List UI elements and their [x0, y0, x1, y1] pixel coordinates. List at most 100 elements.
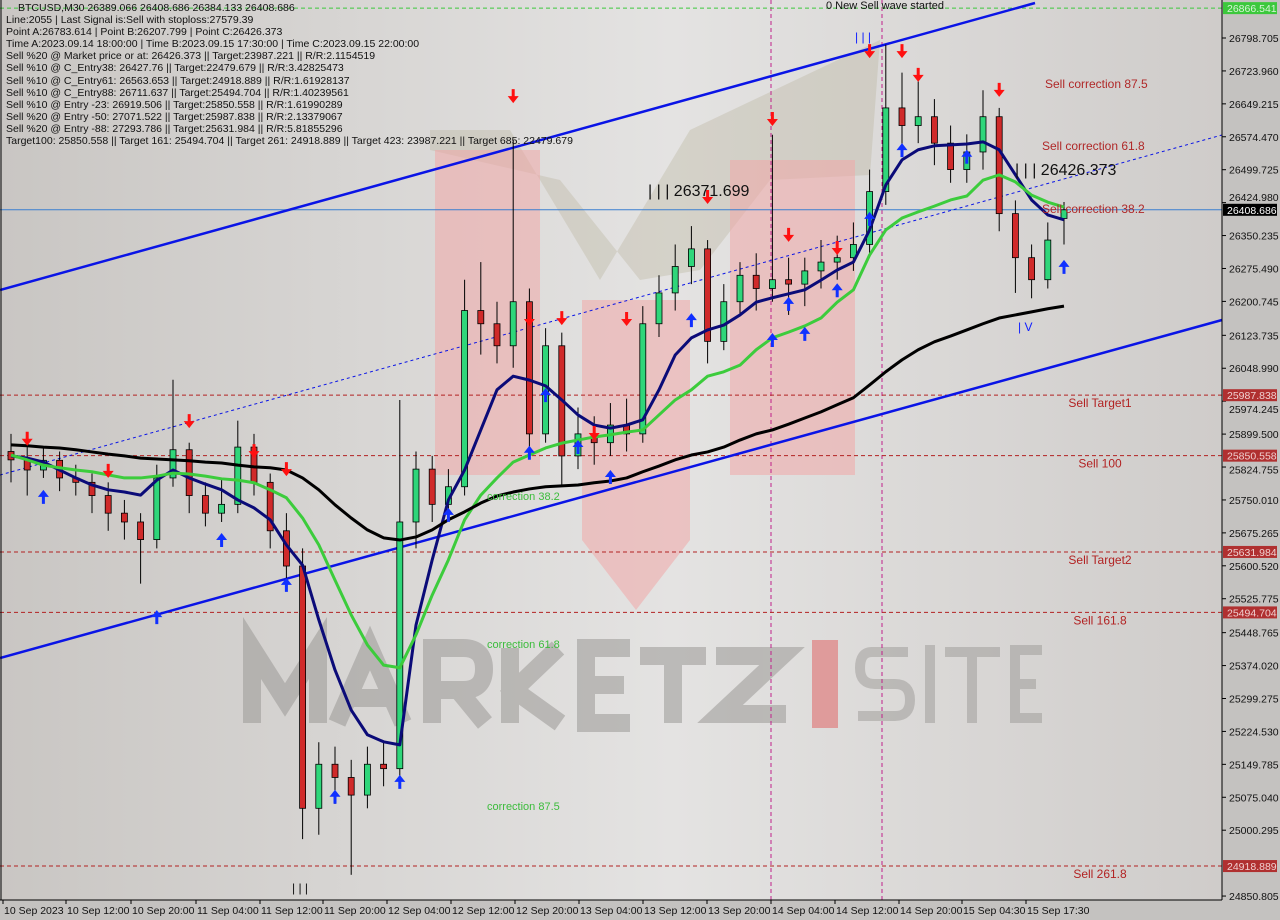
candle-body-bear — [995, 116, 1003, 215]
y-tick-label: 26424.980 — [1229, 192, 1279, 204]
x-tick-label: 15 Sep 04:30 — [963, 905, 1026, 917]
candle — [477, 262, 485, 355]
candle-body-bear — [88, 481, 96, 496]
sell-arrow-icon — [21, 431, 33, 446]
time-axis-background — [0, 900, 1222, 920]
candle-body-bear — [428, 468, 436, 505]
sell-arrow-icon — [896, 44, 908, 59]
candle-body-bear — [493, 323, 501, 347]
x-tick-label: 14 Sep 04:00 — [772, 905, 835, 917]
candle-body-bull — [720, 301, 728, 342]
candle-body-bull — [234, 446, 242, 505]
candle-body-bull — [639, 323, 647, 435]
candle — [266, 473, 274, 549]
y-tick-label: 26200.745 — [1229, 296, 1279, 308]
candle — [363, 746, 371, 809]
level-price-label: 25494.704 — [1227, 607, 1277, 619]
level-price-box — [1223, 606, 1277, 619]
channel-upper-line[interactable] — [0, 1, 1036, 292]
y-tick-label: 25899.500 — [1229, 429, 1279, 441]
y-tick-label: 25149.785 — [1229, 759, 1279, 771]
candle-body-bull — [655, 292, 663, 325]
x-tick-label: 15 Sep 17:30 — [1027, 905, 1090, 917]
candle — [801, 257, 809, 307]
candle-body-bear — [931, 116, 938, 144]
x-tick-label: 13 Sep 20:00 — [708, 905, 771, 917]
channel-lower-line[interactable] — [0, 318, 1223, 660]
candle-body-bull — [979, 116, 987, 153]
top-level-label: 26866.541 — [1227, 3, 1277, 15]
x-tick-label: 12 Sep 20:00 — [516, 905, 579, 917]
info-line: Sell %20 @ Entry -50: 27071.522 || Targe… — [6, 110, 343, 123]
price-axis[interactable]: 26798.705 26723.960 26649.215 26574.470 2649… — [1222, 2, 1279, 903]
y-tick-label: 26649.215 — [1229, 99, 1279, 111]
candle — [898, 72, 906, 152]
candle — [688, 226, 695, 285]
y-tick-label: 25600.520 — [1229, 561, 1279, 573]
candle-body-bear — [137, 521, 145, 540]
level-price-box — [1223, 449, 1277, 462]
x-tick-label: 11 Sep 04:00 — [197, 905, 259, 917]
candle-body-bull — [218, 503, 226, 514]
candle-body-bull — [914, 116, 922, 126]
watermark-logo — [243, 40, 1042, 732]
candle-body-bear — [121, 512, 128, 523]
candle-body-bull — [688, 248, 695, 267]
buy-arrow-icon — [37, 489, 49, 504]
correction-38-2: correction 38.2 — [487, 491, 560, 503]
sell-correction-38-2: Sell correction 38.2 — [1042, 202, 1145, 216]
correction-87-5: correction 87.5 — [487, 801, 560, 813]
top-wave-marks: | | | — [855, 30, 871, 44]
sell-arrow-icon — [912, 67, 924, 82]
y-tick-label: 25374.020 — [1229, 661, 1279, 673]
y-tick-label: 25000.295 — [1229, 825, 1279, 837]
sell-arrow-icon — [248, 444, 260, 459]
candle — [412, 451, 420, 549]
info-line: Point A:26783.614 | Point B:26207.799 | … — [6, 26, 283, 39]
candle-body-bull — [833, 257, 841, 263]
price-levels: Sell Target1 Sell 100 Sell Target2 Sell 161… — [0, 7, 1222, 881]
y-tick-label: 26723.960 — [1229, 66, 1279, 78]
candle — [979, 90, 987, 170]
buy-arrow-icon — [961, 149, 973, 164]
buy-arrow-icon — [394, 774, 406, 789]
candle — [509, 140, 517, 368]
signal-arrows — [21, 44, 1070, 804]
level-label: Sell 161.8 — [1073, 613, 1127, 627]
level-price-box — [1223, 545, 1277, 558]
candle — [428, 455, 436, 522]
candle — [671, 244, 679, 311]
signal-info-panel: BTCUSD,M30 26389.066 26408.686 26384.133… — [6, 2, 573, 147]
info-line: Sell %10 @ C_Entry61: 26563.653 || Targe… — [6, 74, 350, 87]
level-label: Sell Target2 — [1068, 553, 1131, 567]
time-axis[interactable]: 10 Sep 2023 10 Sep 12:00 10 Sep 20:00 11 Se… — [2, 900, 1090, 917]
x-tick-label: 11 Sep 20:00 — [324, 905, 386, 917]
x-tick-label: 14 Sep 12:00 — [836, 905, 899, 917]
sell-correction-61-8: Sell correction 61.8 — [1042, 139, 1145, 153]
watermark-letters-marketz — [243, 617, 805, 732]
candle-body-bear — [380, 763, 388, 770]
candle-body-bull — [850, 244, 857, 259]
y-tick-label: 25824.755 — [1229, 465, 1279, 477]
candle — [769, 134, 776, 302]
candle-body-bear — [1028, 257, 1035, 281]
x-tick-label: 10 Sep 20:00 — [132, 905, 195, 917]
x-tick-label: 12 Sep 12:00 — [452, 905, 515, 917]
sell-arrow-icon — [588, 426, 600, 441]
current-price-label: 26408.686 — [1227, 205, 1277, 217]
candle — [1028, 244, 1035, 299]
candle — [639, 306, 647, 443]
candle — [461, 279, 469, 496]
buy-arrow-icon — [766, 333, 778, 348]
level-price-label: 25987.838 — [1227, 390, 1277, 402]
candle — [218, 477, 226, 522]
sell-arrow-icon — [783, 227, 795, 242]
candle-body-bull — [671, 266, 679, 294]
candle-body-bull — [315, 763, 323, 809]
buy-arrow-icon — [540, 388, 552, 403]
candle-body-bear — [752, 274, 760, 289]
x-tick-label: 13 Sep 04:00 — [580, 905, 643, 917]
x-tick-label: 10 Sep 2023 — [4, 905, 64, 917]
channel-mid-line[interactable] — [0, 134, 1223, 476]
